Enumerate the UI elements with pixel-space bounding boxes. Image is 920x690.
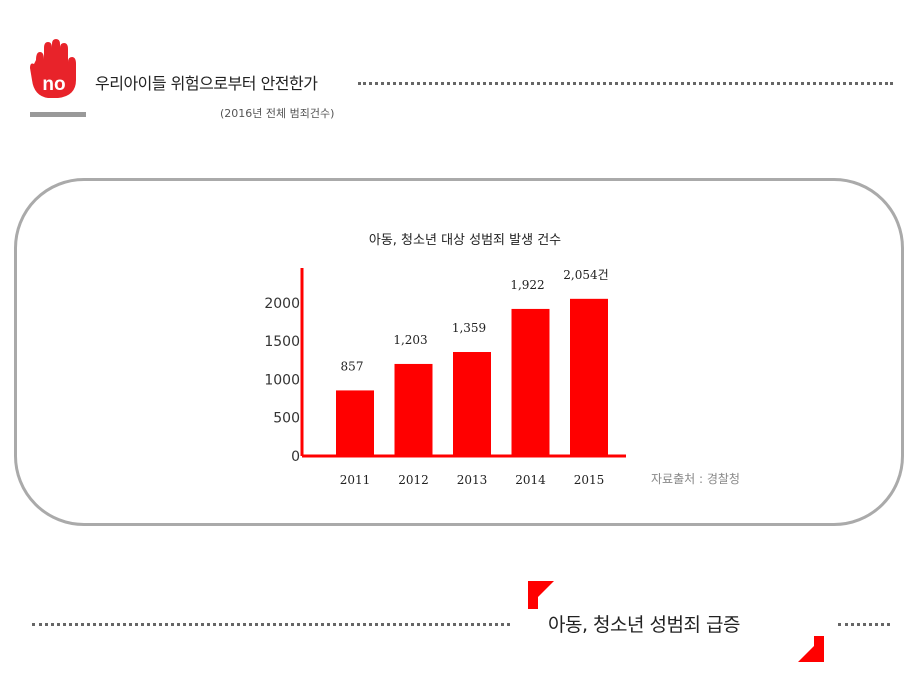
bar	[570, 298, 608, 456]
footer-divider-right	[838, 623, 890, 626]
chart-panel	[14, 178, 904, 526]
page-title: 우리아이들 위험으로부터 안전한가	[95, 74, 318, 93]
chart-title: 아동, 청소년 대상 성범죄 발생 건수	[369, 233, 561, 248]
x-tick-label: 2011	[340, 473, 371, 487]
data-label: 857	[341, 359, 364, 373]
stop-hand-icon: no	[30, 39, 76, 98]
y-tick-label: 1000	[264, 372, 300, 388]
y-tick-label: 2000	[264, 296, 300, 312]
x-tick-label: 2012	[398, 473, 429, 487]
data-label: 1,203	[393, 333, 427, 347]
logo-text: no	[42, 74, 65, 95]
data-label: 2,054건	[563, 268, 608, 282]
y-tick-label: 1500	[264, 334, 300, 350]
data-label: 1,922	[510, 278, 544, 292]
bar	[511, 308, 550, 456]
bar	[394, 363, 433, 456]
footer-title: 아동, 청소년 성범죄 급증	[548, 614, 740, 636]
footer-divider-left	[32, 623, 510, 626]
y-tick-label: 0	[291, 449, 300, 465]
bar	[336, 390, 374, 456]
bar	[453, 352, 491, 456]
x-tick-label: 2015	[574, 473, 605, 487]
corner-bracket-bottom-right	[798, 636, 824, 662]
source-note: 자료출처 : 경찰청	[651, 472, 740, 486]
data-label: 1,359	[452, 321, 486, 335]
x-tick-label: 2013	[457, 473, 488, 487]
header-divider	[358, 82, 893, 85]
header-underline	[30, 112, 86, 117]
x-tick-label: 2014	[515, 473, 546, 487]
corner-bracket-top-left	[528, 581, 554, 609]
page-subtitle: (2016년 전체 범죄건수)	[220, 107, 335, 120]
y-tick-label: 500	[273, 411, 300, 427]
